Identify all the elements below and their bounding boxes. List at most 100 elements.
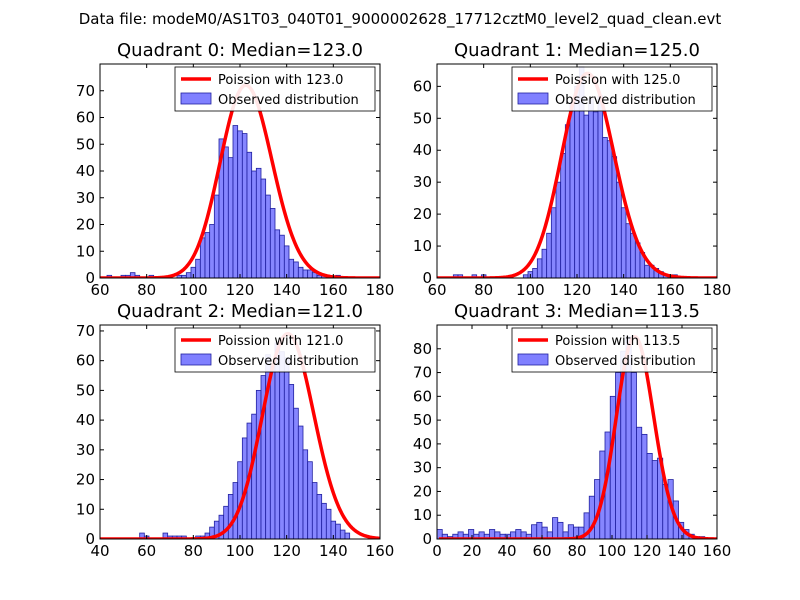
histogram-bar xyxy=(574,85,580,278)
x-tick-label: 40 xyxy=(497,542,516,560)
x-tick-label: 100 xyxy=(179,281,208,299)
y-tick-label: 40 xyxy=(76,411,95,429)
y-tick-label: 20 xyxy=(413,482,432,500)
histogram-bar xyxy=(611,156,618,278)
histogram-bar xyxy=(293,261,299,278)
y-tick-label: 20 xyxy=(76,216,95,234)
histogram-bar xyxy=(541,248,548,278)
x-tick-label: 140 xyxy=(609,281,638,299)
histogram-bar xyxy=(260,178,267,278)
histogram-bar xyxy=(232,125,239,278)
x-tick-label: 0 xyxy=(432,542,442,560)
chart-panel: Quadrant 1: Median=125.060 80 100 120 140 160… xyxy=(413,40,731,299)
histogram-bar xyxy=(536,258,543,278)
histogram-bar xyxy=(283,245,290,278)
histogram-bar xyxy=(532,268,538,278)
histogram-bar xyxy=(583,114,590,278)
histogram-bar xyxy=(185,272,192,278)
x-tick-label: 100 xyxy=(516,281,545,299)
histogram-bar xyxy=(541,526,548,539)
plot-content xyxy=(100,331,380,539)
histogram-bar xyxy=(227,494,234,539)
y-tick-label: 60 xyxy=(76,109,95,127)
x-tick-label: 60 xyxy=(90,281,109,299)
x-tick-label: 80 xyxy=(567,542,586,560)
histogram-bar xyxy=(237,130,243,278)
legend-label-poisson: Poission with 123.0 xyxy=(218,73,343,88)
histogram-bar xyxy=(625,223,632,278)
legend-bar-swatch xyxy=(180,353,212,366)
histogram-bar xyxy=(307,269,313,278)
histogram-bar xyxy=(552,517,559,539)
histogram-bar xyxy=(550,207,557,278)
y-tick-label: 70 xyxy=(76,322,95,340)
x-tick-label: 160 xyxy=(366,542,395,560)
x-tick-label: 120 xyxy=(563,281,592,299)
legend-label-poisson: Poission with 125.0 xyxy=(555,73,680,88)
poisson-curve xyxy=(100,331,380,539)
x-tick-label: 80 xyxy=(137,281,156,299)
y-tick-label: 20 xyxy=(413,205,432,223)
y-tick-label: 30 xyxy=(76,189,95,207)
histogram-bar xyxy=(246,151,253,278)
y-tick-label: 80 xyxy=(413,340,432,358)
histogram-bar xyxy=(335,523,341,539)
chart-panel: Quadrant 3: Median=113.50 20 40 60 80 100 120 1… xyxy=(413,301,731,560)
x-tick-label: 60 xyxy=(427,281,446,299)
legend-label-observed: Observed distribution xyxy=(218,93,359,108)
histogram-bar xyxy=(316,494,323,539)
histogram-bar xyxy=(199,237,206,278)
y-tick-label: 30 xyxy=(413,173,432,191)
chart-title: Quadrant 0: Median=123.0 xyxy=(117,40,363,61)
x-tick-label: 80 xyxy=(474,281,493,299)
histogram-bar xyxy=(620,207,627,278)
x-tick-label: 100 xyxy=(598,542,627,560)
y-tick-label: 70 xyxy=(76,82,95,100)
y-tick-label: 50 xyxy=(413,411,432,429)
histogram-bar xyxy=(293,407,299,539)
histogram-bar xyxy=(555,181,562,278)
x-tick-label: 180 xyxy=(703,281,732,299)
x-tick-label: 120 xyxy=(226,281,255,299)
x-tick-label: 120 xyxy=(272,542,301,560)
histogram-bar xyxy=(630,232,636,278)
legend-label-poisson: Poission with 121.0 xyxy=(218,334,343,349)
histogram-bar xyxy=(283,357,290,539)
y-tick-label: 10 xyxy=(76,500,95,518)
y-tick-label: 40 xyxy=(413,141,432,159)
y-tick-label: 10 xyxy=(413,237,432,255)
y-tick-label: 40 xyxy=(76,162,95,180)
histogram-bar xyxy=(288,384,295,539)
histogram-bar xyxy=(592,111,599,278)
chart-title: Quadrant 2: Median=121.0 xyxy=(117,301,363,322)
legend-label-poisson: Poission with 113.5 xyxy=(555,334,680,349)
legend-label-observed: Observed distribution xyxy=(218,354,359,369)
histogram-bar xyxy=(269,208,276,278)
histogram-bar xyxy=(344,532,351,539)
histogram-bar xyxy=(646,452,653,539)
legend-bar-swatch xyxy=(517,353,549,366)
y-tick-label: 10 xyxy=(76,242,95,260)
histogram-bar xyxy=(641,433,648,539)
x-tick-label: 60 xyxy=(137,542,156,560)
histogram-bar xyxy=(302,449,309,539)
histogram-bar xyxy=(297,266,304,278)
histogram-bar xyxy=(255,167,262,278)
y-tick-label: 60 xyxy=(76,352,95,370)
chart-panel: Quadrant 2: Median=121.040 60 80 100 120 140 1… xyxy=(76,301,394,560)
figure-suptitle: Data file: modeM0/AS1T03_040T01_90000026… xyxy=(79,10,722,29)
y-tick-label: 0 xyxy=(422,269,432,287)
y-tick-label: 50 xyxy=(76,135,95,153)
histogram-bar xyxy=(644,264,650,278)
legend-label-observed: Observed distribution xyxy=(555,354,696,369)
x-tick-label: 100 xyxy=(226,542,255,560)
histogram-bar xyxy=(339,529,346,539)
histogram-bar xyxy=(302,269,309,278)
chart-title: Quadrant 1: Median=125.0 xyxy=(454,40,700,61)
histogram-bar xyxy=(204,232,211,278)
y-tick-label: 0 xyxy=(85,269,95,287)
histogram-bar xyxy=(241,133,248,278)
histogram-bar xyxy=(560,153,566,278)
histogram-bar xyxy=(269,366,276,539)
